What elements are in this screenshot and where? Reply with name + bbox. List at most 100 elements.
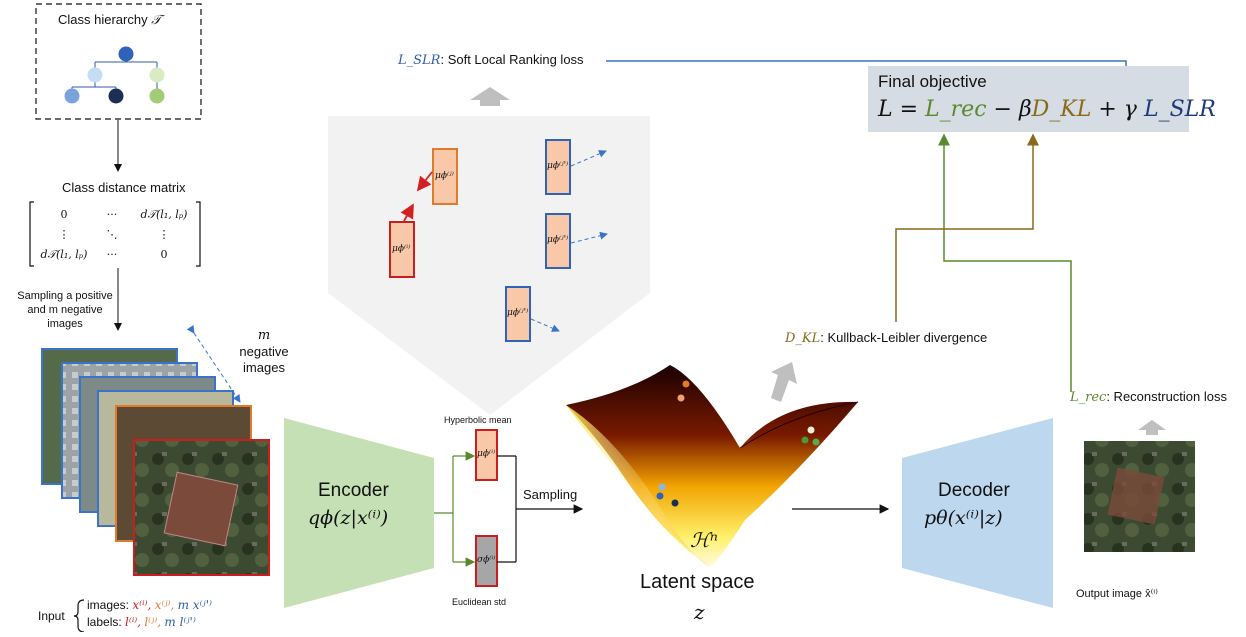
rec-text: : Reconstruction loss [1106,389,1227,404]
input-labels-label: labels: [87,615,122,629]
kl-arrow [895,133,1039,322]
matrix-cell: ··· [106,248,118,261]
node-light-blue [87,67,103,83]
kl-text: : Kullback-Leibler divergence [820,330,988,345]
decoder-title: Decoder [938,480,1010,501]
negatives-label-line: m [257,328,271,343]
hierarchy-tree [64,46,165,104]
input-label-anchor: l⁽ⁱ⁾, [125,615,141,629]
objective-lhs: L = [878,97,919,122]
std-label: Euclidean std [452,597,507,607]
encoder-split-lines [434,451,476,567]
leaf-blue [64,88,80,104]
input-image-positive: x⁽ʲ⁾, [154,598,175,612]
positive-box-label: μϕ⁽ʲ⁾ [435,171,454,181]
std-box [475,535,498,587]
matrix-cell: 0 [60,208,68,221]
hierarchy-box [35,3,202,120]
input-images-label: images: [87,598,130,612]
anchor-box-label: μϕ⁽ⁱ⁾ [392,244,411,254]
matrix-cell: 0 [160,248,168,261]
push-arrow-2 [570,231,608,244]
matrix-cell: ⋮ [158,228,170,241]
push-arrow-1 [570,150,607,167]
slr-symbol: L_SLR [398,53,441,68]
kl-symbol: D_KL [785,331,821,346]
std-symbol: σϕ⁽ⁱ⁾ [477,555,496,565]
negative-box-1-label: μϕ⁽ʲ'⁾ [547,161,569,171]
decoder-shape [902,418,1053,608]
objective-kl: D_KL [1031,97,1092,122]
latent-variable: z [694,600,705,624]
decoder-formula: pθ(x⁽ⁱ⁾|z) [924,507,1003,529]
mean-box [475,429,498,481]
encoder-title: Encoder [318,480,389,501]
input-labels-row: labels: l⁽ⁱ⁾, l⁽ʲ⁾, m l⁽ʲ'⁾ [87,614,196,630]
embedding-panel [328,116,650,415]
hyperbolic-surface [566,365,859,567]
input-label-positive: l⁽ʲ⁾, [144,615,162,629]
matrix-bracket-right [196,201,201,267]
rec-loss-label: L_rec: Reconstruction loss [1070,389,1227,406]
rec-arrow [938,133,1072,392]
negative-box-1 [545,139,571,195]
up-arrow-panel [470,87,510,106]
matrix-cell: d𝒯(l₁, lₚ) [40,248,88,261]
push-arrow-3 [530,318,560,332]
pull-arrow-2 [400,203,414,222]
encoder-shape [284,418,434,608]
pull-arrow-1 [416,171,433,192]
negative-box-3-label: μϕ⁽ʲ'⁾ [507,308,529,318]
leaf-green [149,88,165,104]
objective-title: Final objective [878,72,987,91]
kl-up-arrow [771,362,797,402]
distance-matrix: 0 ··· d𝒯(l₁, lₚ) ⋮ ⋱ ⋮ d𝒯(l₁, lₚ) ··· 0 [36,205,196,265]
objective-beta: β [1018,97,1032,122]
objective-slr: L_SLR [1143,97,1216,122]
node-light-green [149,67,165,83]
root-node [118,46,134,62]
leaf-navy [108,88,124,104]
input-label-negatives: m l⁽ʲ'⁾ [164,615,196,629]
input-image-anchor: x⁽ⁱ⁾, [132,598,152,612]
objective-formula: L = L_rec − βD_KL + γ L_SLR [878,96,1216,124]
kl-loss-label: D_KL: Kullback-Leibler divergence [785,330,987,347]
negative-box-2-label: μϕ⁽ʲ'⁾ [547,235,569,245]
latent-title: Latent space [640,571,755,593]
objective-gamma: γ [1123,97,1137,122]
matrix-cell: ⋱ [106,228,118,241]
objective-box [868,66,1189,132]
slr-text: : Soft Local Ranking loss [440,52,584,67]
manifold-label: ℋⁿ [690,528,718,552]
output-label: Output image x̂⁽ⁱ⁾ [1076,588,1158,600]
input-images-row: images: x⁽ⁱ⁾, x⁽ʲ⁾, m x⁽ʲ'⁾ [87,597,212,613]
matrix-cell: d𝒯(l₁, lₚ) [140,208,188,221]
objective-plus: + [1098,97,1117,122]
matrix-cell: ··· [106,208,118,221]
mean-label: Hyperbolic mean [444,415,512,425]
negative-box-3 [505,286,531,342]
sampling-note: Sampling a positive and m negative image… [6,289,124,331]
input-image-negatives: m x⁽ʲ'⁾ [177,598,212,612]
matrix-cell: ⋮ [58,228,70,241]
encoder-formula: qϕ(z|x⁽ⁱ⁾) [308,507,389,529]
slr-loss-label: L_SLR: Soft Local Ranking loss [398,52,584,69]
positive-box [432,148,458,205]
hierarchy-title: Class hierarchy 𝒯 [58,12,162,28]
objective-minus: − [993,97,1012,122]
input-brace [73,599,85,633]
anchor-box [389,221,415,278]
input-prefix: Input [38,609,65,623]
objective-rec: L_rec [925,97,987,122]
image-stack [41,348,270,576]
rec-up-arrow [1138,420,1166,435]
rec-symbol: L_rec [1070,390,1107,405]
mean-symbol: μϕ⁽ⁱ⁾ [477,449,496,459]
sampling-note-line: images [47,318,83,330]
negative-box-2 [545,213,571,269]
sampling-lines [497,455,584,563]
sampling-label: Sampling [523,487,578,502]
negatives-label: m negative images [234,328,294,376]
